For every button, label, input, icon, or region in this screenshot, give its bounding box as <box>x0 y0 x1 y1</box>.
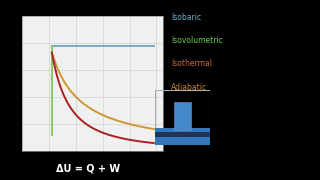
Bar <box>155 132 210 137</box>
Text: Adiabatic: Adiabatic <box>171 83 207 92</box>
Text: Isovolumetric: Isovolumetric <box>171 36 223 45</box>
Text: Isothermal: Isothermal <box>171 59 212 68</box>
Y-axis label: Pressure (Pa): Pressure (Pa) <box>7 68 12 100</box>
Title: P-V Diagram: P-V Diagram <box>69 6 116 15</box>
Text: Isobaric: Isobaric <box>171 13 201 22</box>
Text: ΔU = Q + W: ΔU = Q + W <box>56 163 120 173</box>
Bar <box>155 128 210 132</box>
Bar <box>174 102 191 130</box>
X-axis label: Volume (Pa): Volume (Pa) <box>78 160 108 165</box>
Bar <box>155 137 210 145</box>
